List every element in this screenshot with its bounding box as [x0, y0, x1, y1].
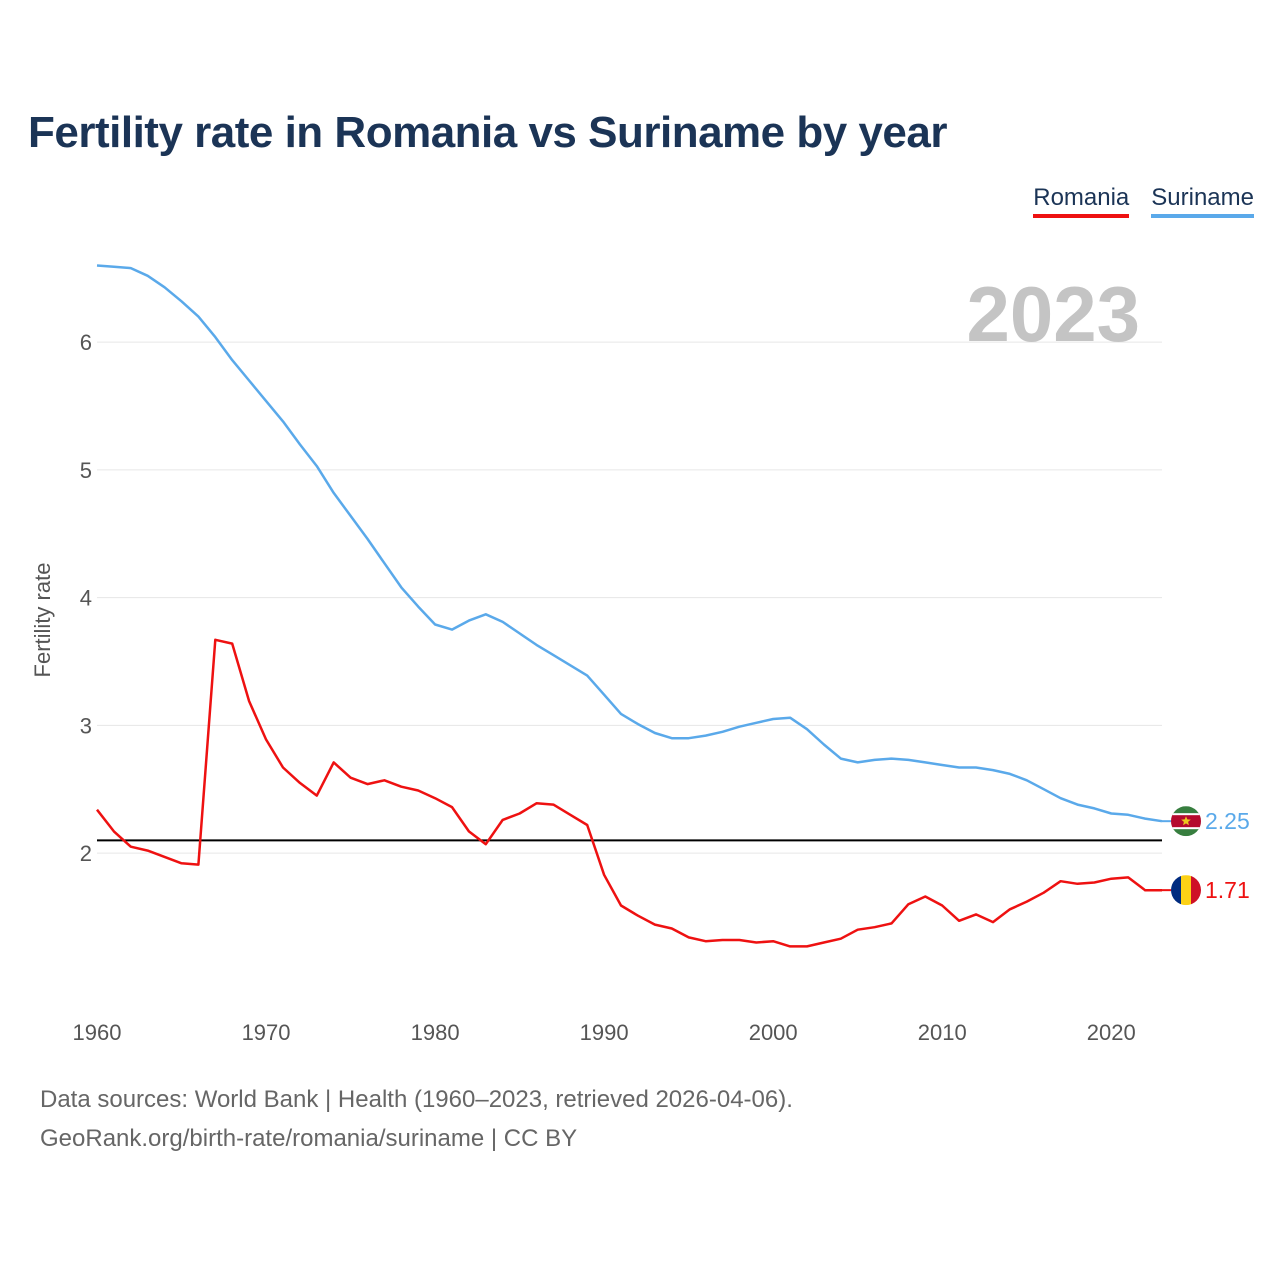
x-tick-label: 2020: [1087, 1020, 1136, 1045]
y-tick-label: 5: [80, 458, 92, 483]
end-value-label-romania: 1.71: [1205, 877, 1250, 903]
y-tick-label: 2: [80, 841, 92, 866]
year-label: 2023: [966, 270, 1140, 358]
series-line-suriname[interactable]: [96, 264, 1163, 823]
footer-credit[interactable]: GeoRank.org/birth-rate/romania/suriname …: [40, 1125, 578, 1152]
x-tick-label: 1990: [580, 1020, 629, 1045]
series-line-romania[interactable]: [96, 638, 1162, 948]
y-tick-label: 3: [80, 713, 92, 738]
end-value-label-suriname: 2.25: [1205, 808, 1250, 834]
x-tick-label: 1980: [411, 1020, 460, 1045]
y-axis-label: Fertility rate: [30, 563, 55, 678]
legend-item-romania[interactable]: Romania: [1033, 184, 1130, 218]
y-tick-label: 6: [80, 330, 92, 355]
x-tick-label: 2010: [918, 1020, 967, 1045]
y-tick-label: 4: [80, 586, 92, 611]
chart-title: Fertility rate in Romania vs Suriname by…: [28, 108, 947, 157]
suriname-flag-icon: [1171, 806, 1201, 837]
footer-sources: Data sources: World Bank | Health (1960–…: [40, 1086, 793, 1113]
x-tick-label: 2000: [749, 1020, 798, 1045]
legend-item-suriname[interactable]: Suriname: [1151, 184, 1254, 218]
romania-flag-icon: [1171, 875, 1201, 906]
line-chart: 2 3 4 5 6 1960 1970 1980 1990 2000 2010 2020 Fertili…: [30, 264, 1250, 1045]
x-tick-label: 1970: [242, 1020, 291, 1045]
x-tick-label: 1960: [73, 1020, 122, 1045]
legend: Romania Suriname: [1033, 184, 1254, 218]
